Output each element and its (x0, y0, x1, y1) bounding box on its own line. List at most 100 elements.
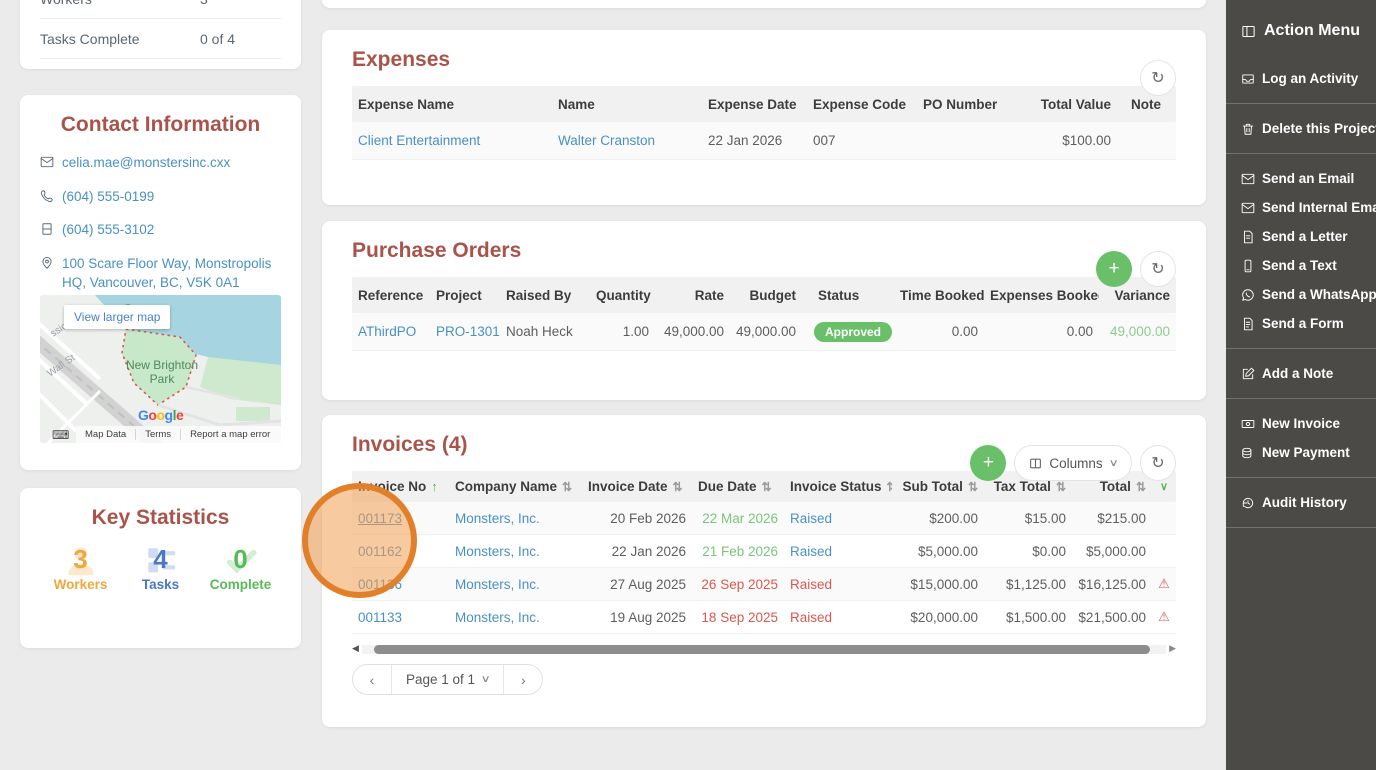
page-selector[interactable]: Page 1 of 1 ∨ (391, 665, 504, 694)
col-header-sortable[interactable]: Due Date⇅ (692, 479, 784, 494)
sort-ascending-icon: ↑ (431, 479, 438, 494)
col-header-sortable[interactable]: Company Name⇅ (449, 479, 582, 494)
trash-icon (1241, 122, 1255, 136)
expense-table-row[interactable]: Client Entertainment Walter Cranston 22 … (352, 122, 1176, 160)
col-header-sortable[interactable]: Invoice No↑ (352, 479, 449, 494)
overdue-warning-icon: ⚠ (1152, 609, 1176, 625)
history-icon (1241, 496, 1255, 510)
invoice-company-link[interactable]: Monsters, Inc. (455, 610, 540, 625)
expense-person-link[interactable]: Walter Cranston (558, 133, 655, 148)
scrollbar-thumb[interactable] (374, 645, 1150, 654)
prev-page-button[interactable]: ‹ (353, 665, 391, 694)
purchase-orders-refresh-button[interactable]: ↻ (1140, 251, 1176, 287)
add-invoice-button[interactable]: + (970, 445, 1006, 481)
col-header-sortable[interactable]: Total⇅ (1072, 479, 1152, 494)
col-header-sortable[interactable]: Invoice Date⇅ (582, 479, 692, 494)
po-project-link[interactable]: PRO-1301 (436, 324, 500, 339)
action-new-invoice[interactable]: New Invoice (1241, 409, 1376, 438)
invoice-row[interactable]: 001136 Monsters, Inc. 27 Aug 2025 26 Sep… (352, 568, 1176, 601)
map-report-error-link[interactable]: Report a map error (181, 429, 279, 440)
view-larger-map-button[interactable]: View larger map (64, 305, 170, 329)
key-stat-complete: 0 Complete (210, 544, 272, 592)
col-header-sortable[interactable]: Invoice Status⇅ (784, 479, 892, 494)
action-new-payment[interactable]: New Payment (1241, 438, 1376, 467)
previous-card-edge (322, 0, 1206, 8)
contact-email-link[interactable]: celia.mae@monstersinc.cxx (62, 153, 230, 173)
invoice-date: 22 Jan 2026 (582, 544, 692, 559)
columns-button[interactable]: Columns ∨ (1014, 445, 1132, 481)
action-send-internal-email[interactable]: Send Internal Email (1241, 193, 1376, 222)
map-data-link[interactable]: Map Data (76, 429, 136, 440)
col-header: Time Booked (894, 288, 984, 303)
invoice-number-link[interactable]: 001136 (358, 577, 402, 592)
invoice-date: 19 Aug 2025 (582, 610, 692, 625)
action-send-form[interactable]: Send a Form (1241, 309, 1376, 338)
po-variance: 49,000.00 (1099, 324, 1176, 339)
invoice-number-link[interactable]: 001133 (358, 610, 402, 625)
stat-value: 0 of 4 (200, 31, 235, 47)
left-sidebar: Workers 3 Tasks Complete 0 of 4 Contact … (20, 0, 301, 770)
expenses-refresh-button[interactable]: ↻ (1140, 60, 1176, 96)
divider (1226, 398, 1376, 399)
keyboard-shortcuts-icon[interactable]: ⌨ (52, 428, 69, 442)
po-raised-by: Noah Heck (500, 324, 590, 339)
sort-icon: ⇅ (762, 480, 772, 494)
invoice-tax-total: $1,500.00 (984, 610, 1072, 625)
chevron-down-icon: ∨ (1108, 458, 1118, 469)
add-purchase-order-button[interactable]: + (1096, 251, 1132, 287)
scrollbar-track[interactable] (362, 645, 1166, 654)
po-expenses-booked: 0.00 (984, 324, 1099, 339)
invoice-number-link[interactable]: 001173 (358, 511, 402, 526)
invoice-company-link[interactable]: Monsters, Inc. (455, 544, 540, 559)
invoice-due-date: 21 Feb 2026 (692, 544, 784, 559)
col-header-sortable[interactable]: Sub Total⇅ (892, 479, 984, 494)
invoice-row[interactable]: 001133 Monsters, Inc. 19 Aug 2025 18 Sep… (352, 601, 1176, 634)
action-send-whatsapp[interactable]: Send a WhatsApp (1241, 280, 1376, 309)
action-send-letter[interactable]: Send a Letter (1241, 222, 1376, 251)
scroll-right-icon[interactable]: ▶ (1169, 643, 1176, 654)
contact-phone-link[interactable]: (604) 555-0199 (62, 187, 154, 207)
scroll-left-icon[interactable]: ◀ (352, 643, 359, 654)
po-reference-link[interactable]: AThirdPO (358, 324, 416, 339)
header-chevron-icon[interactable]: ∨ (1152, 480, 1176, 493)
email-icon (40, 155, 54, 169)
purchase-order-row[interactable]: AThirdPO PRO-1301 Noah Heck 1.00 49,000.… (352, 313, 1176, 351)
map-embed[interactable]: ssioner St Wall St New Brighton Park Vie… (40, 295, 281, 443)
action-log-activity[interactable]: Log an Activity (1241, 64, 1376, 93)
contact-fax-link[interactable]: (604) 555-3102 (62, 220, 154, 240)
sort-icon: ⇅ (673, 480, 683, 494)
invoice-number-link[interactable]: 001162 (358, 544, 402, 559)
purchase-orders-table: Reference Project Raised By Quantity Rat… (352, 277, 1176, 351)
horizontal-scrollbar[interactable]: ◀ ▶ (352, 645, 1176, 654)
chevron-down-icon: ∨ (481, 674, 491, 685)
action-send-email[interactable]: Send an Email (1241, 164, 1376, 193)
invoice-due-date: 22 Mar 2026 (692, 511, 784, 526)
next-page-button[interactable]: › (504, 665, 542, 694)
invoice-company-link[interactable]: Monsters, Inc. (455, 577, 540, 592)
action-add-note[interactable]: Add a Note (1241, 359, 1376, 388)
action-audit-history[interactable]: Audit History (1241, 488, 1376, 517)
invoice-row[interactable]: 001162 Monsters, Inc. 22 Jan 2026 21 Feb… (352, 535, 1176, 568)
invoice-status: Raised (784, 610, 892, 625)
pencil-square-icon (1241, 367, 1255, 381)
invoice-tax-total: $1,125.00 (984, 577, 1072, 592)
col-header: Variance (1099, 288, 1176, 303)
plus-icon: + (1108, 258, 1119, 280)
contact-address-link[interactable]: 100 Scare Floor Way, Monstropolis HQ, Va… (62, 254, 281, 293)
col-header: Expenses Booked (984, 288, 1099, 303)
project-stats-card: Workers 3 Tasks Complete 0 of 4 (20, 0, 301, 69)
invoice-company-link[interactable]: Monsters, Inc. (455, 511, 540, 526)
divider (1226, 527, 1376, 528)
action-delete-project[interactable]: Delete this Project (1241, 114, 1376, 143)
purchase-orders-title: Purchase Orders (352, 239, 1176, 263)
invoice-row[interactable]: 001173 Monsters, Inc. 20 Feb 2026 22 Mar… (352, 502, 1176, 535)
invoices-refresh-button[interactable]: ↻ (1140, 445, 1176, 481)
invoice-date: 20 Feb 2026 (582, 511, 692, 526)
google-logo[interactable]: Google (138, 407, 183, 423)
invoice-total: $21,500.00 (1072, 610, 1152, 625)
action-send-text[interactable]: Send a Text (1241, 251, 1376, 280)
expense-name-link[interactable]: Client Entertainment (358, 133, 480, 148)
banknote-icon (1241, 417, 1255, 431)
col-header-sortable[interactable]: Tax Total⇅ (984, 479, 1072, 494)
map-terms-link[interactable]: Terms (136, 429, 181, 440)
